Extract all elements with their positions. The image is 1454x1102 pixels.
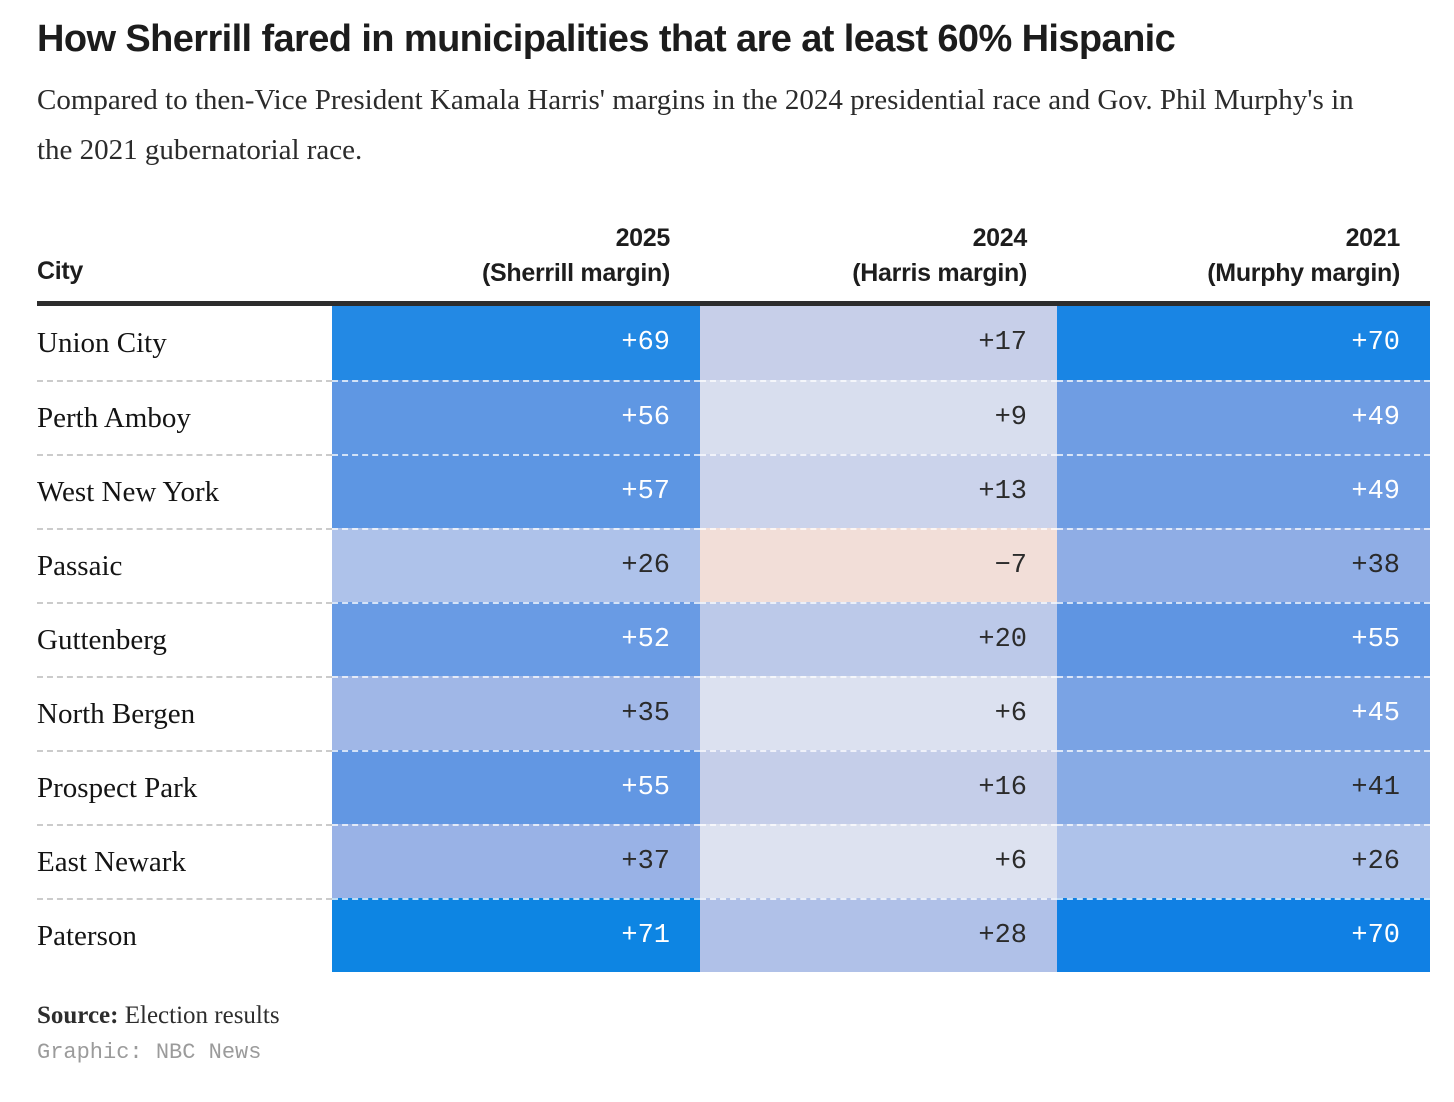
margin-value-cell: +56 — [332, 380, 700, 455]
margin-value-cell: +13 — [700, 454, 1057, 529]
column-header-2025-year: 2025 — [615, 224, 671, 253]
city-cell: Prospect Park — [37, 750, 332, 825]
column-header-city: City — [37, 257, 84, 286]
city-cell: North Bergen — [37, 676, 332, 751]
city-cell: Union City — [37, 306, 332, 381]
margin-value-cell: −7 — [700, 528, 1057, 603]
margin-value-cell: +17 — [700, 306, 1057, 381]
column-header-2024-year: 2024 — [972, 224, 1028, 253]
table-row: Perth Amboy +56 +9 +49 — [37, 380, 1430, 455]
margin-value-cell: +35 — [332, 676, 700, 751]
credit-line: Graphic: NBC News — [37, 1040, 262, 1066]
table-row: East Newark +37 +6 +26 — [37, 824, 1430, 899]
table-row: Passaic +26 −7 +38 — [37, 528, 1430, 603]
column-header-2025: 2025 (Sherrill margin) — [332, 221, 700, 291]
margin-value-cell: +20 — [700, 602, 1057, 677]
margin-value-cell: +55 — [332, 750, 700, 825]
margin-value-cell: +6 — [700, 676, 1057, 751]
table-header-row: City 2025 (Sherrill margin) 2024 (Harris… — [37, 221, 1430, 291]
margin-value-cell: +49 — [1057, 454, 1430, 529]
table-row: North Bergen +35 +6 +45 — [37, 676, 1430, 751]
margin-value-cell: +26 — [1057, 824, 1430, 899]
column-header-2024-label: (Harris margin) — [852, 259, 1027, 288]
table-row: Prospect Park +55 +16 +41 — [37, 750, 1430, 825]
margin-value-cell: +70 — [1057, 306, 1430, 381]
column-header-2025-label: (Sherrill margin) — [482, 259, 670, 288]
city-cell: Perth Amboy — [37, 380, 332, 455]
margin-value-cell: +37 — [332, 824, 700, 899]
chart-subtitle: Compared to then-Vice President Kamala H… — [37, 83, 1354, 166]
margin-value-cell: +38 — [1057, 528, 1430, 603]
source-text: Election results — [118, 1002, 280, 1030]
city-cell: East Newark — [37, 824, 332, 899]
city-cell: Guttenberg — [37, 602, 332, 677]
source-label: Source: — [37, 1002, 119, 1030]
table-row: Paterson +71 +28 +70 — [37, 898, 1430, 973]
header-divider-rule — [37, 301, 1430, 307]
column-header-2024: 2024 (Harris margin) — [700, 221, 1057, 291]
page-title: How Sherrill fared in municipalities tha… — [37, 18, 1176, 60]
table-row: Guttenberg +52 +20 +55 — [37, 602, 1430, 677]
table-row: Union City +69 +17 +70 — [37, 306, 1430, 381]
margin-value-cell: +28 — [700, 898, 1057, 973]
source-line: Source: Election results — [37, 1002, 1430, 1030]
margin-table: City 2025 (Sherrill margin) 2024 (Harris… — [37, 221, 1430, 973]
margin-value-cell: +49 — [1057, 380, 1430, 455]
margin-value-cell: +57 — [332, 454, 700, 529]
margin-value-cell: +16 — [700, 750, 1057, 825]
column-header-2021-year: 2021 — [1345, 224, 1401, 253]
table-body: Union City +69 +17 +70 Perth Amboy +56 +9 +49 We… — [37, 306, 1430, 973]
column-header-2021-label: (Murphy margin) — [1207, 259, 1400, 288]
chart-footer: Source: Election results Graphic: NBC Ne… — [37, 1002, 1430, 1065]
margin-value-cell: +45 — [1057, 676, 1430, 751]
table-row: West New York +57 +13 +49 — [37, 454, 1430, 529]
margin-value-cell: +55 — [1057, 602, 1430, 677]
margin-value-cell: +70 — [1057, 898, 1430, 973]
margin-value-cell: +69 — [332, 306, 700, 381]
city-cell: Paterson — [37, 898, 332, 973]
margin-value-cell: +9 — [700, 380, 1057, 455]
margin-value-cell: +52 — [332, 602, 700, 677]
margin-value-cell: +41 — [1057, 750, 1430, 825]
column-header-2021: 2021 (Murphy margin) — [1057, 221, 1430, 291]
city-cell: Passaic — [37, 528, 332, 603]
margin-value-cell: +6 — [700, 824, 1057, 899]
city-cell: West New York — [37, 454, 332, 529]
margin-value-cell: +26 — [332, 528, 700, 603]
margin-value-cell: +71 — [332, 898, 700, 973]
